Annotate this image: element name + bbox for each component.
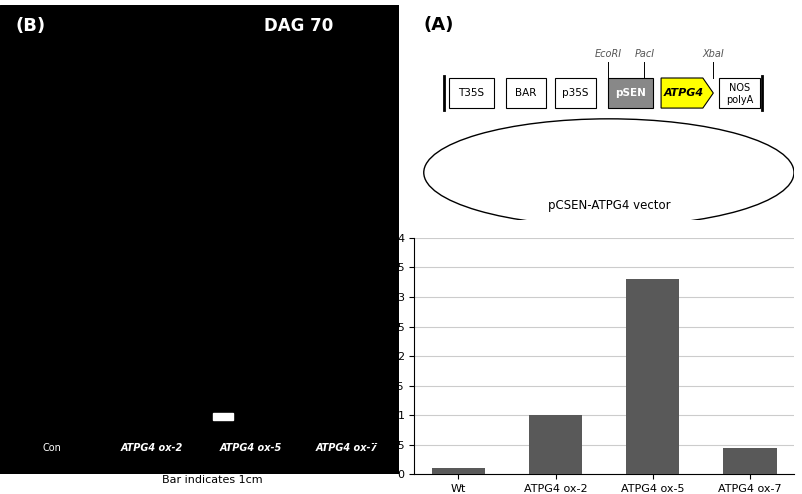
Text: (B): (B) bbox=[16, 17, 46, 35]
Text: EcoRI: EcoRI bbox=[594, 49, 622, 59]
Bar bbox=[431, 468, 485, 474]
Y-axis label: Relative expression (ATPG4/ACT2): Relative expression (ATPG4/ACT2) bbox=[371, 267, 381, 445]
Text: T35S: T35S bbox=[458, 88, 484, 98]
Bar bbox=[626, 279, 679, 474]
Text: Con: Con bbox=[43, 443, 61, 453]
Bar bbox=[608, 78, 653, 108]
Polygon shape bbox=[661, 78, 713, 108]
Text: NOS: NOS bbox=[729, 82, 750, 93]
Text: XbaI: XbaI bbox=[703, 49, 724, 59]
Text: ATPG4 ox-2: ATPG4 ox-2 bbox=[120, 443, 183, 453]
Text: polyA: polyA bbox=[726, 95, 753, 105]
Text: BAR: BAR bbox=[515, 88, 537, 98]
Text: ATPG4: ATPG4 bbox=[663, 88, 703, 98]
Text: Bar indicates 1cm: Bar indicates 1cm bbox=[162, 475, 263, 485]
Text: DAG 70: DAG 70 bbox=[265, 17, 334, 35]
Text: ATPG4 ox-5: ATPG4 ox-5 bbox=[220, 443, 282, 453]
Bar bbox=[448, 78, 494, 108]
Text: pCSEN-ATPG4 vector: pCSEN-ATPG4 vector bbox=[548, 199, 670, 212]
Bar bbox=[719, 78, 759, 108]
Text: (A): (A) bbox=[423, 16, 454, 34]
Bar bbox=[505, 78, 546, 108]
Bar bbox=[529, 415, 582, 474]
Text: (C): (C) bbox=[346, 210, 375, 228]
Text: ATPG4 ox-7: ATPG4 ox-7 bbox=[316, 443, 378, 453]
Text: pSEN: pSEN bbox=[615, 88, 646, 98]
Bar bbox=[213, 413, 233, 420]
Bar bbox=[556, 78, 596, 108]
Text: PacI: PacI bbox=[634, 49, 654, 59]
Text: p35S: p35S bbox=[562, 88, 589, 98]
Bar bbox=[723, 448, 776, 474]
